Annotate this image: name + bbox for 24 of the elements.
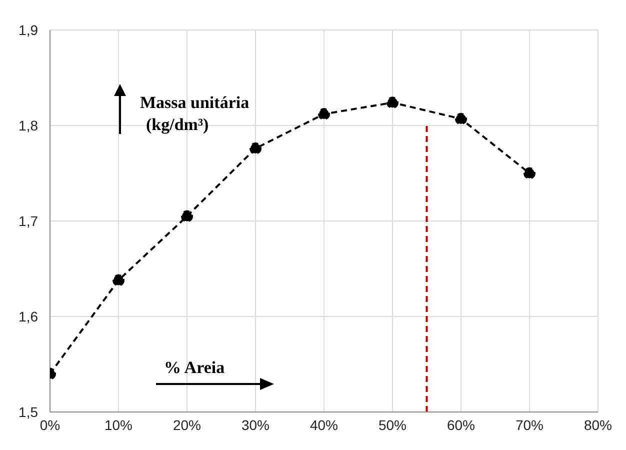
annotation: % Areia xyxy=(164,358,225,378)
y-tick-label: 1,6 xyxy=(18,308,38,324)
point xyxy=(112,274,124,286)
annotation: Massa unitária xyxy=(140,92,250,114)
point xyxy=(386,96,398,109)
x-tick-label: 10% xyxy=(104,416,133,433)
x-tick-label: 0% xyxy=(40,416,60,433)
x-tick-label: 30% xyxy=(241,416,270,433)
y-tick-label: 1,9 xyxy=(18,22,38,38)
x-tick-label: 20% xyxy=(172,416,202,433)
x-tick-label: 50% xyxy=(378,416,407,433)
point xyxy=(455,112,467,125)
y-tick-label: 1,8 xyxy=(18,117,38,134)
x-tick-label: 60% xyxy=(446,416,476,433)
x-tick-label: 70% xyxy=(515,416,544,433)
x-tick-label: 40% xyxy=(310,416,338,433)
point xyxy=(524,167,536,180)
y-tick-label: 1,7 xyxy=(18,212,38,229)
point xyxy=(250,142,262,154)
point xyxy=(318,108,330,120)
y-tick-label: 1,5 xyxy=(18,404,38,420)
x-tick-label: 80% xyxy=(584,416,612,433)
annotation: (kg/dm³) xyxy=(145,114,210,136)
point xyxy=(181,210,193,222)
